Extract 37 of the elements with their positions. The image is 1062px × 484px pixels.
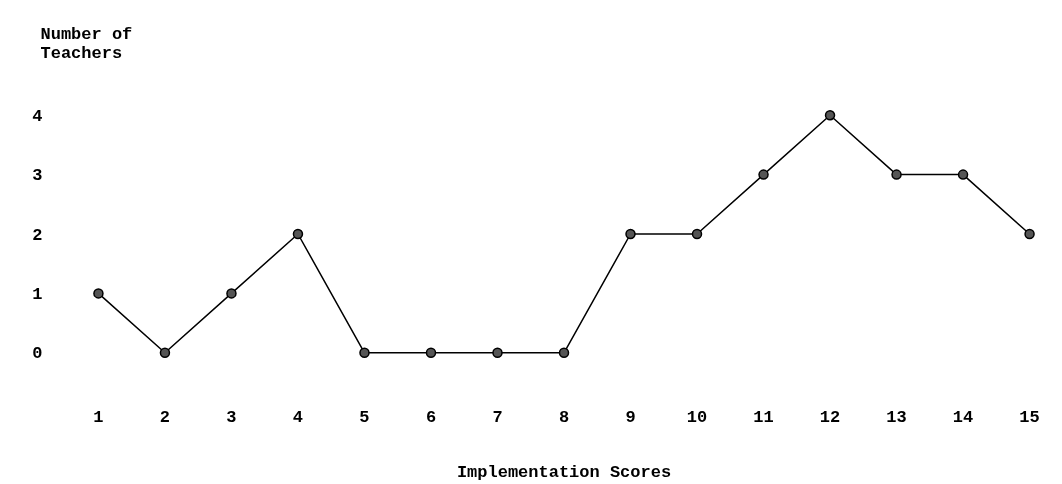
point	[1024, 228, 1035, 240]
point	[159, 347, 171, 359]
point	[359, 347, 370, 359]
x-tick-label: 4	[292, 407, 304, 427]
x-tick-label: 7	[492, 407, 503, 427]
point	[425, 347, 437, 359]
point	[758, 169, 769, 180]
point	[492, 347, 503, 359]
y-tick-label: 2	[32, 225, 43, 245]
point	[93, 288, 104, 299]
y-tick-label: 3	[32, 166, 43, 186]
point	[292, 228, 304, 240]
point	[824, 109, 836, 121]
x-tick-label: 9	[625, 407, 636, 427]
x-tick-label: 5	[359, 407, 370, 427]
x-tick-label: 12	[819, 407, 841, 427]
x-tick-label: 3	[226, 407, 237, 427]
y-tick-label: 1	[32, 284, 43, 304]
y-tick-label: 0	[32, 344, 43, 364]
point	[625, 228, 636, 240]
point	[957, 169, 969, 180]
point	[691, 228, 703, 240]
x-axis-title: Implementation Scores	[456, 462, 672, 482]
y-tick-label: 4	[32, 106, 43, 126]
x-tick-label: 13	[886, 407, 907, 427]
x-tick-label: 6	[425, 407, 437, 427]
x-tick-label: 2	[159, 407, 171, 427]
point	[226, 288, 237, 299]
point	[558, 347, 570, 359]
y-axis-title: Number of Teachers	[40, 25, 133, 63]
x-tick-label: 14	[952, 407, 974, 427]
x-tick-label: 15	[1019, 407, 1040, 427]
x-tick-label: 1	[93, 407, 104, 427]
x-tick-label: 8	[558, 407, 570, 427]
x-tick-label: 10	[686, 407, 708, 427]
x-tick-label: 11	[753, 407, 774, 427]
point	[891, 169, 902, 180]
